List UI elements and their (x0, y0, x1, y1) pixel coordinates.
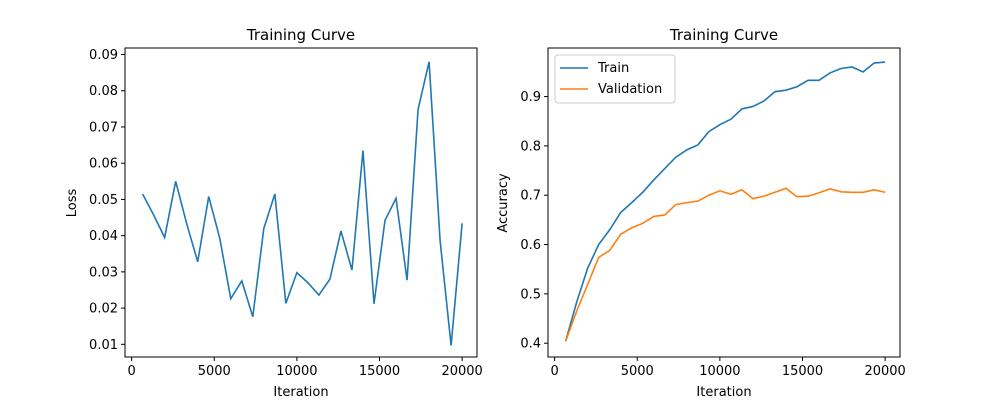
accuracy-y-tick-label: 0.7 (520, 189, 541, 204)
accuracy-x-tick-label: 0 (550, 364, 558, 379)
loss-chart-ticks: 0 5000 10000 15000 20000 0.01 0.02 0.03 0.04 0.05… (89, 48, 483, 379)
loss-y-tick-label: 0.01 (89, 338, 118, 353)
loss-y-tick-label: 0.02 (89, 302, 118, 317)
accuracy-y-tick-label: 0.8 (520, 139, 541, 154)
loss-series-line (141, 61, 463, 346)
accuracy-chart-frame (547, 47, 901, 358)
legend-box (554, 54, 676, 104)
validation-series-line (564, 187, 886, 342)
loss-chart-title: Training Curve (246, 26, 355, 44)
loss-y-tick-label: 0.05 (89, 193, 118, 208)
accuracy-x-axis-label: Iteration (696, 385, 751, 400)
loss-x-tick-label: 5000 (198, 364, 231, 379)
accuracy-y-tick-label: 0.9 (520, 90, 541, 105)
loss-y-tick-label: 0.09 (89, 48, 118, 63)
accuracy-x-tick-label: 5000 (621, 364, 654, 379)
loss-x-axis-label: Iteration (273, 385, 328, 400)
loss-x-tick-label: 0 (127, 364, 135, 379)
loss-y-tick-label: 0.07 (89, 120, 118, 135)
loss-y-tick-label: 0.03 (89, 265, 118, 280)
loss-y-tick-label: 0.04 (89, 229, 118, 244)
loss-y-tick-label: 0.08 (89, 84, 118, 99)
loss-chart: Training Curve 0 5000 10000 15000 200000.010… (65, 26, 483, 400)
loss-chart-frame (124, 47, 478, 358)
legend-train-label: Train (597, 61, 629, 76)
accuracy-chart-ticks: 0 5000 10000 15000 20000 0.4 0.5 0.6 0.7 0.8 0.9 (520, 90, 905, 379)
accuracy-x-tick-label: 10000 (699, 364, 740, 379)
accuracy-y-axis-label: Accuracy (496, 173, 511, 233)
loss-x-tick-label: 20000 (441, 364, 482, 379)
loss-x-tick-label: 15000 (359, 364, 400, 379)
accuracy-x-tick-label: 20000 (864, 364, 905, 379)
accuracy-y-tick-label: 0.4 (520, 337, 541, 352)
legend: Train Validation (554, 54, 676, 104)
train-series-line (564, 61, 886, 342)
legend-validation-label: Validation (598, 82, 662, 97)
loss-y-tick-label: 0.06 (89, 157, 118, 172)
accuracy-y-tick-label: 0.6 (520, 238, 541, 253)
accuracy-chart-title: Training Curve (669, 26, 778, 44)
accuracy-x-tick-label: 15000 (782, 364, 823, 379)
accuracy-chart: Training Curve 0 5000 10000 15000 20000 0.4 0.… (496, 26, 906, 400)
loss-x-tick-label: 10000 (276, 364, 317, 379)
loss-y-axis-label: Loss (65, 189, 80, 218)
accuracy-y-tick-label: 0.5 (520, 287, 541, 302)
